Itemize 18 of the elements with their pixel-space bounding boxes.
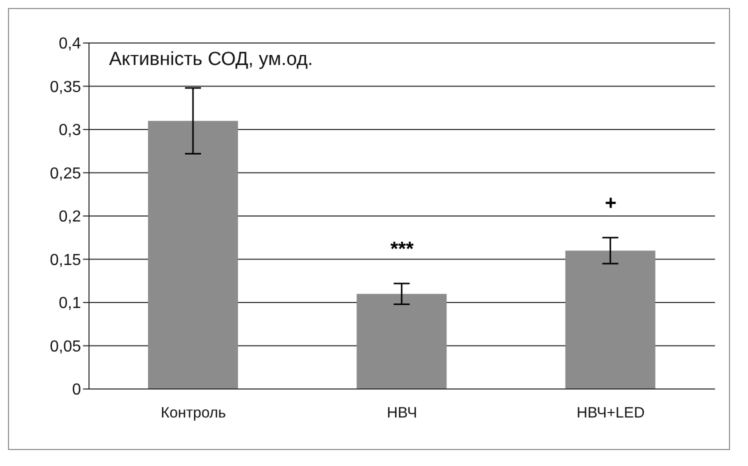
chart-title: Активність СОД, ум.од. — [105, 49, 317, 71]
bar — [565, 250, 656, 389]
bar — [148, 120, 238, 389]
y-tick-label: 0,35 — [50, 78, 82, 96]
bar — [356, 294, 447, 389]
annotation: *** — [390, 238, 414, 260]
y-tick-label: 0,05 — [50, 338, 82, 356]
x-tick-label: НВЧ+LED — [576, 404, 645, 422]
x-tick-label: Контроль — [160, 404, 226, 422]
y-tick-label: 0,1 — [58, 295, 82, 312]
annotation: + — [604, 192, 617, 215]
y-tick-label: 0 — [72, 382, 82, 399]
y-tick-label: 0,4 — [58, 36, 82, 53]
y-tick-label: 0,3 — [58, 122, 82, 140]
y-tick-label: 0,15 — [50, 252, 82, 269]
y-tick-label: 0,25 — [50, 165, 82, 182]
y-tick-label: 0,2 — [58, 208, 82, 226]
x-tick-label: НВЧ — [386, 404, 418, 422]
